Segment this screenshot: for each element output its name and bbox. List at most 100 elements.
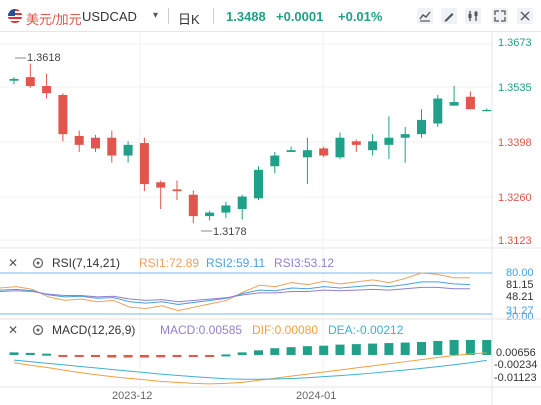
pair-name[interactable]: 美元/加元 <box>26 12 82 27</box>
macd-bar <box>335 344 345 355</box>
macd-bar <box>91 354 100 358</box>
period-selector[interactable]: 日K <box>178 12 200 27</box>
candle-body <box>91 137 100 149</box>
rsi-axis-label: 31.27 <box>506 305 534 317</box>
macd-bar <box>384 343 394 355</box>
rsi-axis-label: 48.21 <box>506 291 534 303</box>
candle-body <box>449 102 459 106</box>
macd-axis-label: -0.00234 <box>494 359 537 371</box>
candle-body <box>237 196 247 209</box>
macd-bar <box>254 350 263 355</box>
candle-body <box>465 96 475 110</box>
price-axis-label: 1.3123 <box>498 235 532 247</box>
close-icon[interactable]: ✕ <box>8 256 18 270</box>
kline-chart[interactable]: 1.3673 1.3535 1.3398 1.3260 1.3123 1.361… <box>0 32 541 405</box>
candle-body <box>139 143 149 185</box>
rsi3-line <box>0 286 470 303</box>
pair-code[interactable]: USDCAD <box>82 9 137 24</box>
x-axis-label: 2024-01 <box>296 390 336 402</box>
macd-bar <box>449 339 459 355</box>
rsi2-line <box>0 281 471 305</box>
macd-bar <box>156 354 166 358</box>
macd-bar <box>400 342 410 355</box>
top-toolbar: 美元/加元 USDCAD ▾ 日K 1.3488 +0.0001 +0.01% <box>0 0 541 32</box>
candle-body <box>156 182 166 188</box>
indicator-icon[interactable] <box>416 7 434 25</box>
candle-body <box>221 205 231 213</box>
macd-bar <box>107 354 117 358</box>
candle-body <box>254 169 263 199</box>
candle-body <box>25 77 35 87</box>
chart-settings-icon[interactable] <box>464 7 482 25</box>
fullscreen-icon[interactable] <box>491 7 509 25</box>
price-axis-label: 1.3398 <box>498 137 532 149</box>
macd-bar <box>482 339 492 355</box>
macd-bar <box>25 352 35 355</box>
macd-bar <box>286 347 296 355</box>
last-price: 1.3488 <box>226 9 266 24</box>
us-flag-icon <box>8 9 22 23</box>
price-grid <box>0 32 493 405</box>
candle-body <box>58 94 68 135</box>
settings-icon[interactable] <box>32 257 44 269</box>
candle-body <box>482 109 492 112</box>
macd-bar <box>42 353 52 356</box>
candle-body <box>42 86 52 94</box>
candle-body <box>188 194 198 217</box>
rsi-title: RSI(7,14,21) <box>52 256 120 270</box>
rsi3-value: RSI3:53.12 <box>274 256 334 270</box>
macd-bar <box>351 344 361 355</box>
macd-bar <box>465 339 475 355</box>
candle-body <box>9 78 19 81</box>
rsi1-line <box>0 272 470 312</box>
candle-body <box>368 141 378 151</box>
close-icon[interactable] <box>516 7 534 25</box>
candle-body <box>123 144 133 156</box>
macd-title: MACD(12,26,9) <box>52 323 135 337</box>
candle-body <box>107 137 117 156</box>
candle-body <box>417 119 426 135</box>
dif-value: DIF:0.00080 <box>252 323 318 337</box>
candlesticks <box>9 63 492 224</box>
dea-line <box>13 359 487 380</box>
macd-bar <box>172 354 182 358</box>
candle-body <box>172 189 182 192</box>
x-axis-label: 2023-12 <box>112 390 152 402</box>
price-axis-label: 1.3260 <box>498 192 532 204</box>
settings-icon[interactable] <box>32 324 44 336</box>
macd-value: MACD:0.00585 <box>160 323 242 337</box>
macd-bar <box>188 354 198 357</box>
candle-body <box>384 137 394 145</box>
rsi-axis-label: 80.00 <box>506 267 534 279</box>
candle-body <box>335 137 345 158</box>
draw-tool-icon[interactable] <box>440 7 458 25</box>
macd-bar <box>139 354 149 358</box>
rsi-axis-label: 20.00 <box>506 311 534 323</box>
price-axis-label: 1.3535 <box>498 82 532 94</box>
candle-body <box>286 150 296 152</box>
rsi1-value: RSI1:72.89 <box>139 256 199 270</box>
candle-body <box>74 135 84 145</box>
macd-histogram <box>9 339 492 358</box>
macd-bar <box>9 352 19 355</box>
macd-bar <box>58 354 68 357</box>
dif-line <box>13 352 487 385</box>
price-axis-label: 1.3673 <box>498 37 532 49</box>
close-icon[interactable]: ✕ <box>8 323 18 337</box>
rsi-lines <box>0 272 471 312</box>
candle-body <box>319 148 329 156</box>
macd-bar <box>74 354 84 357</box>
macd-bar <box>221 354 231 357</box>
macd-bar <box>123 354 133 358</box>
chevron-down-icon[interactable]: ▾ <box>153 10 159 21</box>
candle-body <box>400 134 410 138</box>
divider <box>213 8 214 24</box>
macd-bar <box>237 352 247 355</box>
macd-bar <box>433 340 443 355</box>
candle-body <box>270 155 280 167</box>
macd-axis-label: -0.01123 <box>494 372 537 384</box>
price-change-pct: +0.01% <box>338 9 383 24</box>
dea-value: DEA:-0.00212 <box>328 323 404 337</box>
candle-body <box>302 150 312 158</box>
candle-body <box>351 141 361 145</box>
